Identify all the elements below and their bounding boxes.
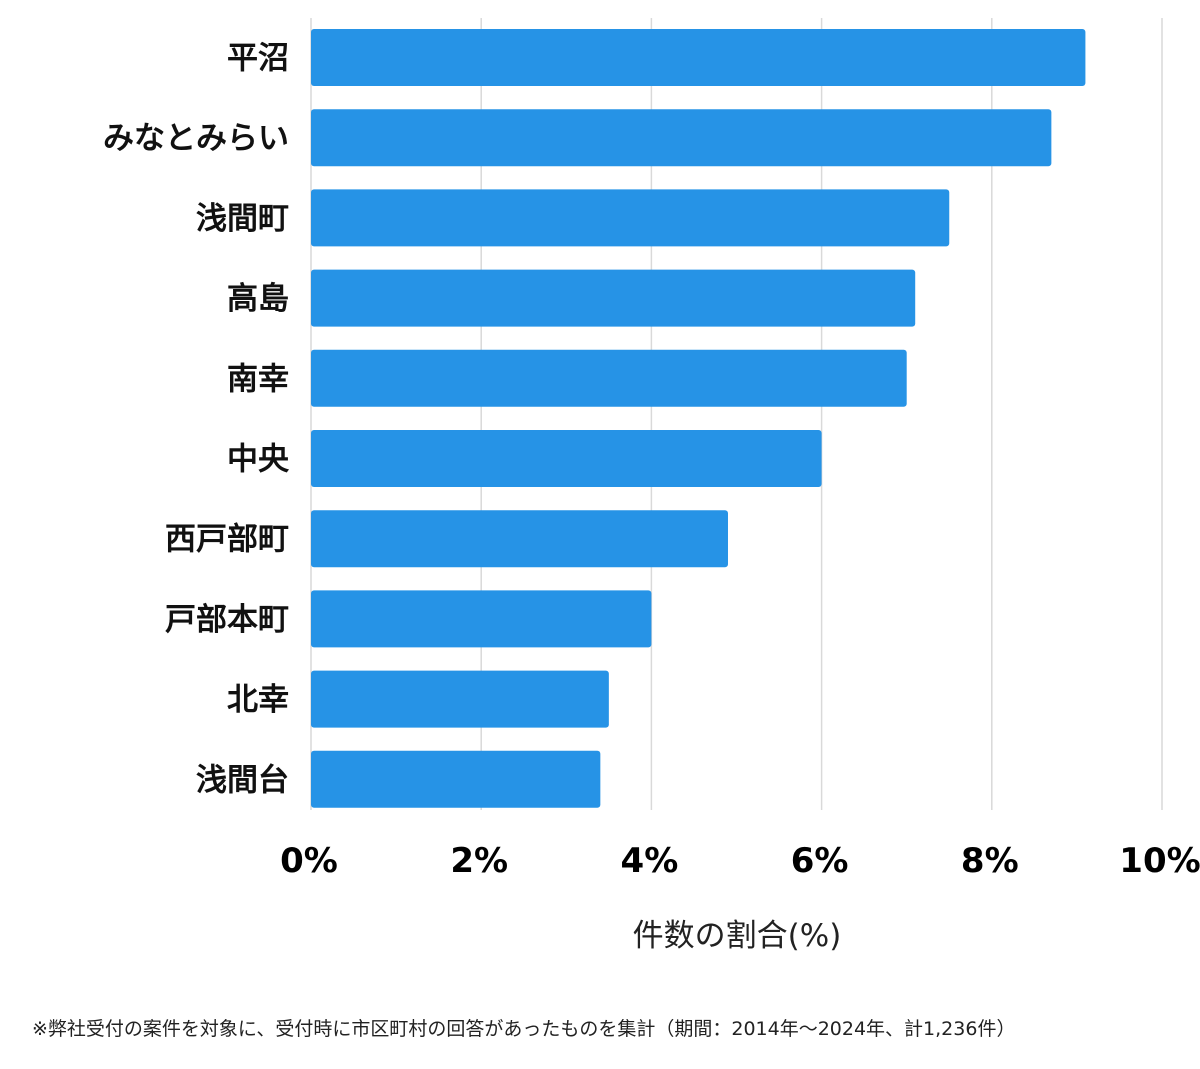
bar: [311, 750, 601, 808]
category-label: 浅間町: [196, 201, 289, 237]
category-label: 戸部本町: [165, 602, 289, 638]
x-tick-label: 4%: [621, 841, 679, 881]
x-tick-label: 6%: [791, 841, 849, 881]
category-label: 浅間台: [196, 762, 289, 798]
category-label: 中央: [227, 442, 290, 478]
bar: [311, 670, 609, 728]
x-tick-labels: 0% 2% 4% 6% 8% 10%: [280, 841, 1200, 881]
category-label: みなとみらい: [103, 121, 289, 157]
bar: [311, 109, 1052, 167]
category-label: 北幸: [227, 682, 289, 718]
category-label: 高島: [227, 281, 289, 317]
category-label: 西戸部町: [165, 522, 289, 558]
x-axis-title: 件数の割合(%): [633, 918, 842, 954]
x-tick-label: 0%: [280, 841, 338, 881]
bar: [311, 430, 822, 487]
category-label: 平沼: [227, 41, 289, 77]
x-tick-label: 10%: [1119, 841, 1200, 881]
footnote: ※弊社受付の案件を対象に、受付時に市区町村の回答があったものを集計（期間：201…: [32, 1018, 1016, 1040]
bar: [311, 189, 950, 247]
bars: [311, 29, 1086, 808]
bar: [311, 349, 907, 407]
x-tick-label: 8%: [961, 841, 1019, 881]
bar: [311, 29, 1086, 86]
bar: [311, 510, 728, 568]
category-label: 南幸: [227, 361, 289, 397]
bar: [311, 269, 916, 327]
x-tick-label: 2%: [450, 841, 508, 881]
bar: [311, 590, 652, 648]
